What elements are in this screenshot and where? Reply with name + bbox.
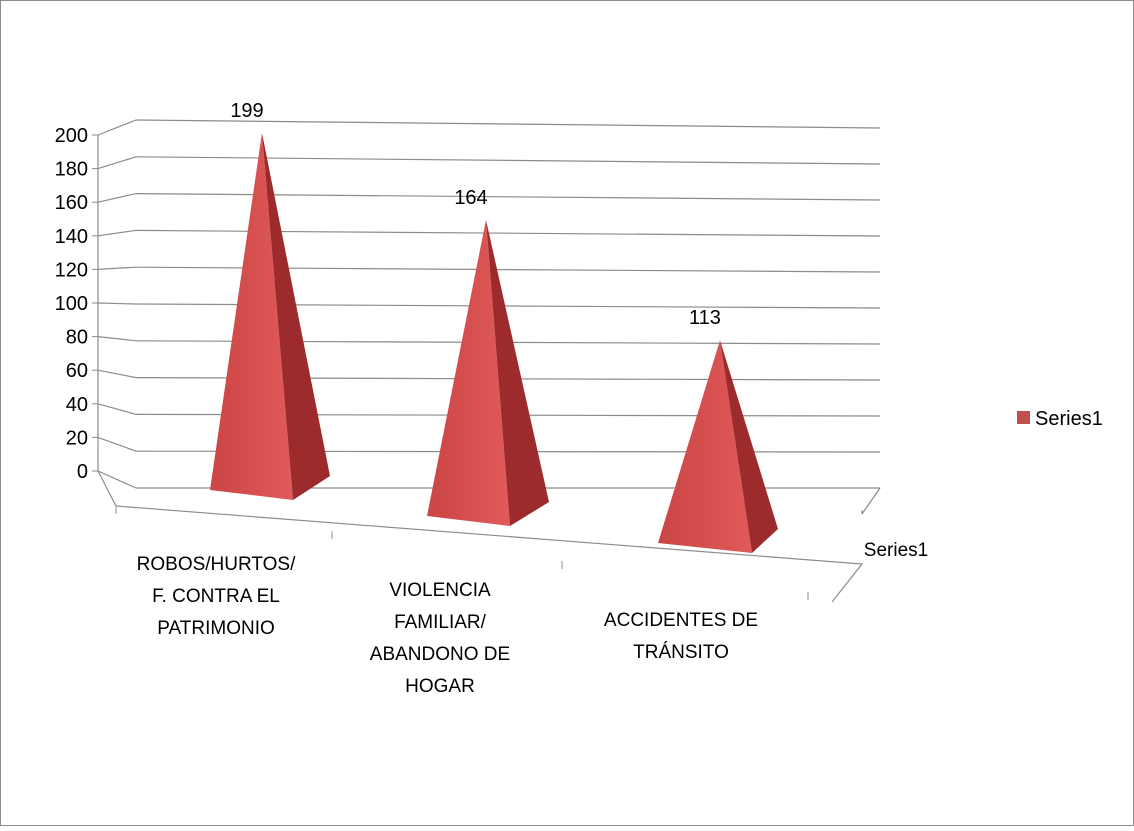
legend-label: Series1: [1035, 408, 1103, 430]
gridline-left-wall: [97, 369, 137, 379]
data-label: 199: [230, 100, 263, 122]
y-tick-label: 20: [66, 427, 88, 449]
y-tick-label: 0: [77, 461, 88, 483]
y-tick-label: 60: [66, 360, 88, 382]
y-tick-label: 40: [66, 394, 88, 416]
gridline-left-wall: [97, 436, 137, 452]
category-label: ACCIDENTES DE TRÁNSITO: [604, 610, 758, 663]
pyramid-front-face: [658, 340, 752, 553]
pyramid-side-face: [720, 340, 778, 553]
category-label: ROBOS/HURTOS/F. CONTRA EL PATRIMONIO: [137, 554, 296, 639]
y-tick-label: 200: [55, 125, 88, 147]
data-label: 113: [689, 307, 721, 329]
pyramid-side-face: [262, 132, 330, 500]
data-label: 164: [454, 187, 487, 209]
plot-area: [210, 132, 778, 553]
y-tick-label: 180: [55, 159, 88, 181]
pyramid-bar: [427, 219, 549, 526]
gridline-left-wall: [97, 266, 137, 270]
floor-edge: [115, 505, 864, 603]
legend-swatch: [1017, 411, 1030, 424]
y-axis: 0 20 40 60 80 100 120 140 160 180 200: [55, 125, 99, 483]
gridline-left-wall: [97, 336, 137, 342]
pyramid-bar: [210, 132, 330, 500]
depth-axis-label: Series1: [864, 540, 928, 561]
gridline: [135, 119, 881, 129]
floor-back-edge: [861, 487, 881, 515]
gridline-left-wall: [97, 156, 137, 170]
legend: Series1: [1017, 408, 1103, 430]
y-tick-label: 160: [55, 192, 88, 214]
gridline-left-wall: [97, 193, 137, 203]
gridline-left-wall: [97, 302, 137, 305]
pyramid-bar: [658, 340, 778, 553]
y-tick-label: 140: [55, 226, 88, 248]
y-tick-label: 100: [55, 293, 88, 315]
gridline-left-wall: [97, 119, 137, 136]
y-tick-label: 120: [55, 259, 88, 281]
gridline-left-wall: [97, 403, 137, 415]
floor-left-edge: [97, 470, 117, 507]
data-labels: 199 164 113: [230, 100, 721, 329]
x-axis: ROBOS/HURTOS/F. CONTRA EL PATRIMONIO VIOLE…: [137, 540, 929, 697]
gridline-left-wall: [97, 229, 137, 237]
gridline-left-wall: [97, 470, 137, 489]
y-tick-label: 80: [66, 327, 88, 349]
category-label: VIOLENCIA FAMILIAR/ABANDONO DE HOGAR: [370, 580, 510, 697]
pyramid-side-face: [486, 219, 549, 526]
pyramid-front-face: [210, 132, 293, 500]
pyramid-front-face: [427, 219, 510, 526]
